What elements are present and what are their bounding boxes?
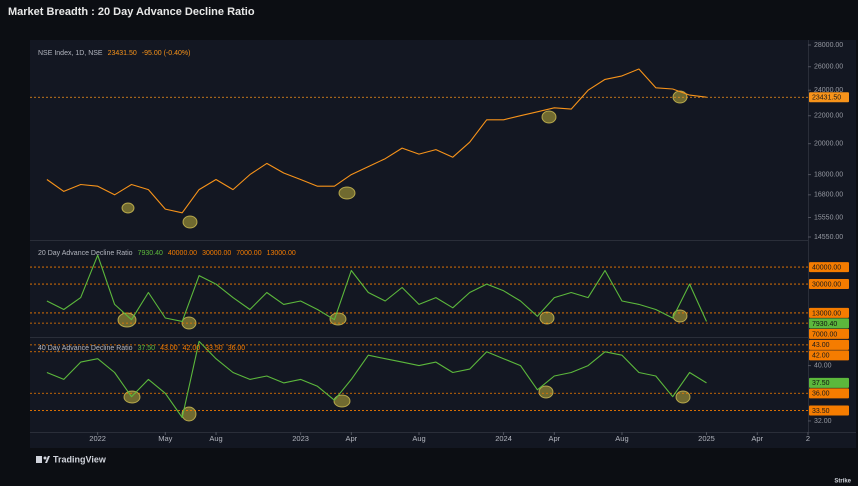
y-tick-label: 22000.00 <box>814 113 843 120</box>
legend-value: 7930.40 <box>138 250 163 257</box>
price-label-box <box>809 328 849 339</box>
price-label-box <box>809 339 849 350</box>
highlight <box>123 390 141 404</box>
price-label: 23431.50 <box>812 95 841 102</box>
legend-value: 30000.00 <box>202 250 231 257</box>
legend: 40 Day Advance Decline Ratio 37.50 43.00 42… <box>38 345 245 352</box>
highlight <box>338 186 356 200</box>
x-tick-label: Apr <box>346 434 358 443</box>
y-tick-label: 32.00 <box>814 418 832 425</box>
legend-value: -95.00 (-0.40%) <box>142 50 191 57</box>
highlight <box>538 385 554 399</box>
price-label-box <box>809 405 849 416</box>
legend: NSE Index, 1D, NSE 23431.50 -95.00 (-0.40%… <box>38 50 190 57</box>
x-tick-label: 2 <box>806 434 810 443</box>
legend-value: 42.00 <box>183 345 201 352</box>
series-line <box>46 340 707 419</box>
price-label-box <box>809 279 849 290</box>
legend-name: 20 Day Advance Decline Ratio <box>38 250 133 257</box>
legend-value: 37.50 <box>138 345 156 352</box>
highlights <box>117 90 691 422</box>
x-tick-label: May <box>158 434 172 443</box>
legend-value: 43.00 <box>160 345 178 352</box>
legend-value: 36.00 <box>228 345 246 352</box>
price-label: 37.50 <box>812 380 830 387</box>
highlight <box>181 316 197 330</box>
price-label-box <box>809 388 849 399</box>
price-label: 36.00 <box>812 391 830 398</box>
y-tick-label: 28000.00 <box>814 42 843 49</box>
y-tick-label: 18000.00 <box>814 171 843 178</box>
highlight <box>182 215 198 229</box>
price-label-box <box>809 350 849 361</box>
legend: 20 Day Advance Decline Ratio 7930.40 40000… <box>38 250 296 257</box>
highlight <box>672 309 688 323</box>
logo-part <box>43 456 47 460</box>
highlight <box>539 311 555 325</box>
price-label: 30000.00 <box>812 281 841 288</box>
price-label-box <box>809 377 849 388</box>
series-line <box>46 68 707 214</box>
legend-name: 40 Day Advance Decline Ratio <box>38 345 133 352</box>
highlight <box>541 110 557 124</box>
y-tick-label: 40.00 <box>814 362 832 369</box>
x-tick-label: Aug <box>615 434 628 443</box>
legend-value: 13000.00 <box>267 250 296 257</box>
x-tick-label: Aug <box>412 434 425 443</box>
price-label: 7930.40 <box>812 321 837 328</box>
footer: Strike <box>834 479 851 485</box>
series-line <box>46 254 708 322</box>
legend-value: 40000.00 <box>168 250 197 257</box>
x-tick-label: Apr <box>751 434 763 443</box>
y-tick-label: 24000.00 <box>814 87 843 94</box>
logo-part <box>36 456 42 463</box>
y-tick-label: 20000.00 <box>814 141 843 148</box>
x-tick-label: 2025 <box>698 434 715 443</box>
price-label-box <box>809 262 849 273</box>
x-tick-label: 2023 <box>292 434 309 443</box>
price-label: 43.00 <box>812 342 830 349</box>
y-tick-label: 16800.00 <box>814 192 843 199</box>
price-label: 42.00 <box>812 353 830 360</box>
y-tick-label: 15550.00 <box>814 214 843 221</box>
x-tick-label: Apr <box>548 434 560 443</box>
highlight <box>121 202 135 214</box>
highlight <box>333 394 351 408</box>
price-label-box <box>809 92 849 103</box>
highlight <box>675 390 691 404</box>
highlight <box>181 406 197 422</box>
price-label-box <box>809 307 849 318</box>
y-tick-label: 14550.00 <box>814 234 843 241</box>
x-tick-label: 2022 <box>89 434 106 443</box>
price-label: 13000.00 <box>812 310 841 317</box>
x-tick-label: 2024 <box>495 434 512 443</box>
legend-value: 33.50 <box>205 345 223 352</box>
brand-logo <box>36 456 50 463</box>
legend-value: 23431.50 <box>108 50 137 57</box>
legend-value: 7000.00 <box>236 250 261 257</box>
price-label: 40000.00 <box>812 264 841 271</box>
price-label-box <box>809 318 849 329</box>
page-title: Market Breadth : 20 Day Advance Decline … <box>8 6 255 18</box>
legend-name: NSE Index, 1D, NSE <box>38 50 103 57</box>
y-tick-label: 26000.00 <box>814 64 843 71</box>
price-label: 7000.00 <box>812 331 837 338</box>
price-label: 33.50 <box>812 408 830 415</box>
chart-panel <box>30 40 856 448</box>
logo-part <box>45 456 50 463</box>
x-tick-label: Aug <box>209 434 222 443</box>
brand: TradingView <box>53 454 107 464</box>
